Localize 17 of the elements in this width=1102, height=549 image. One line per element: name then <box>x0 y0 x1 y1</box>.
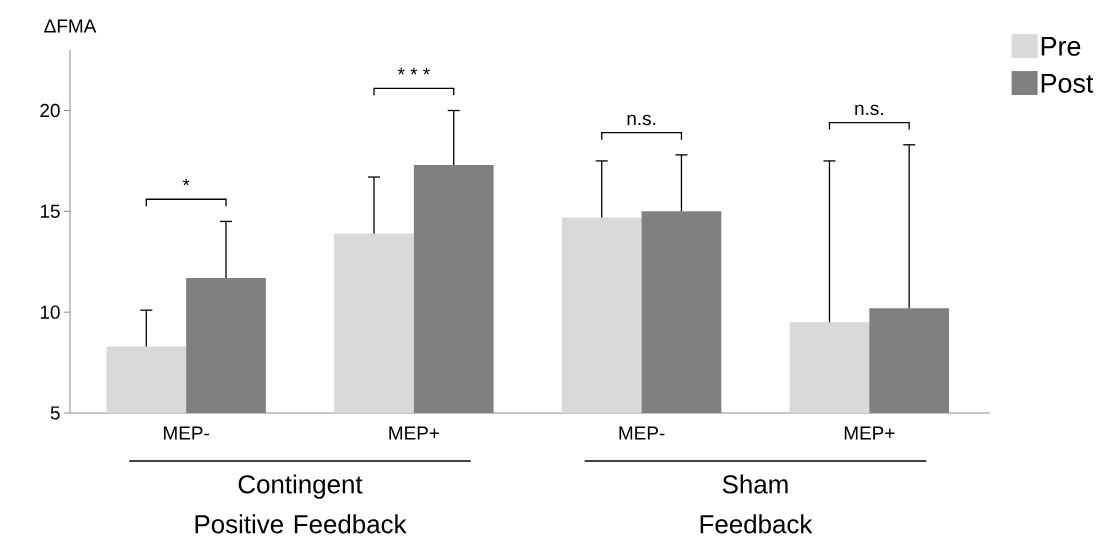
y-tick-label: 15 <box>40 204 60 218</box>
x-tick-label: MEP+ <box>389 426 439 440</box>
x-tick-label: MEP+ <box>844 426 895 440</box>
y-axis-title: ΔFMA <box>44 19 97 33</box>
text: Sham Feedback <box>700 474 813 534</box>
legend-label: Post <box>1041 74 1094 93</box>
x-tick-label: MEP- <box>164 426 209 440</box>
annotation: n.s. <box>627 114 656 126</box>
annotation: * * * <box>397 67 430 75</box>
legend-label: Pre <box>1041 37 1081 56</box>
y-tick-label: 10 <box>40 305 60 319</box>
text: Contingent Positive Feedback <box>195 474 407 534</box>
y-tick-label: 20 <box>40 103 60 118</box>
annotation: * <box>182 178 190 186</box>
annotation: n.s. <box>855 104 883 116</box>
x-tick-label: MEP- <box>619 426 665 440</box>
y-tick-label: 5 <box>50 406 60 420</box>
